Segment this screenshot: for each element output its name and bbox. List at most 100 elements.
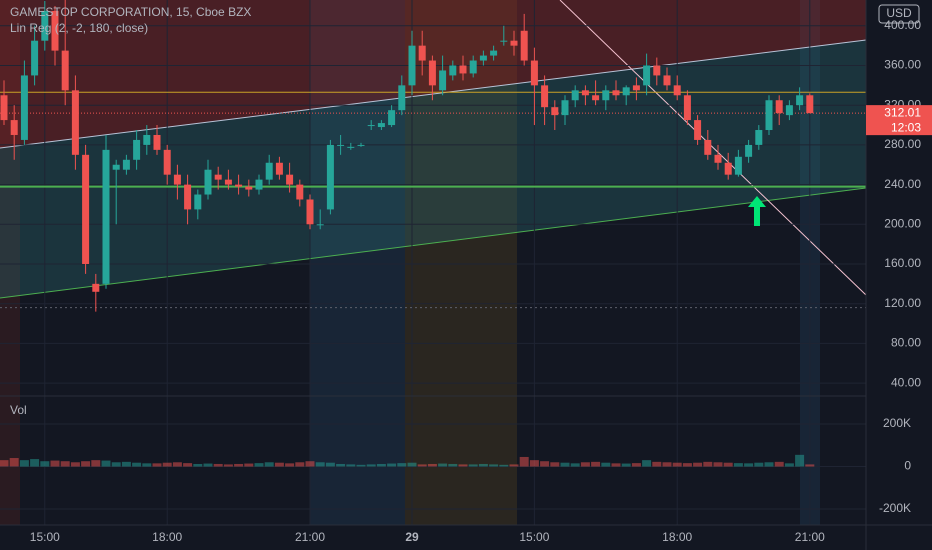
- volume-bar: [448, 463, 458, 467]
- volume-bar: [387, 463, 397, 467]
- volume-bar: [703, 461, 713, 467]
- candle-body: [388, 110, 396, 126]
- last-price-label: 312.01: [884, 105, 921, 119]
- y-tick-label: 120.00: [884, 296, 921, 310]
- volume-bar: [478, 463, 488, 467]
- volume-bar: [203, 463, 213, 467]
- candle-body: [398, 85, 406, 111]
- volume-bar: [458, 464, 468, 467]
- candle-body: [102, 149, 110, 284]
- candle-body: [122, 159, 130, 170]
- y-tick-label: 40.00: [891, 375, 921, 389]
- candle-body: [133, 139, 141, 160]
- volume-bar: [407, 462, 417, 467]
- volume-bar: [601, 462, 611, 467]
- candle-body: [367, 125, 375, 127]
- volume-bar: [621, 463, 631, 467]
- candle-body: [296, 184, 304, 200]
- volume-bar: [244, 463, 254, 467]
- volume-bar: [9, 458, 19, 467]
- volume-bar: [30, 459, 40, 467]
- candle-body: [245, 186, 253, 190]
- last-price-tag: [866, 105, 932, 136]
- volume-bar: [693, 462, 703, 467]
- volume-bar: [336, 463, 346, 467]
- volume-bar: [570, 463, 580, 467]
- candle-body: [520, 30, 528, 61]
- candle-body: [745, 144, 753, 157]
- candle-body: [510, 40, 518, 46]
- candle-body: [551, 107, 559, 116]
- candle-body: [112, 164, 120, 170]
- volume-bar: [784, 463, 794, 467]
- volume-bar: [152, 463, 162, 467]
- axes: 40.00 80.00 120.00 160.00 200.00 240.00 280.00…: [30, 18, 932, 544]
- volume-bar: [223, 464, 233, 467]
- x-tick-label: 21:00: [795, 530, 825, 544]
- volume-bar: [305, 461, 315, 467]
- candle-body: [184, 184, 192, 210]
- volume-bar: [682, 463, 692, 467]
- volume-bar: [356, 464, 366, 467]
- levels: [0, 91, 866, 309]
- volume-bar: [468, 464, 478, 467]
- volume-bar: [764, 462, 774, 467]
- candle-body: [643, 65, 651, 86]
- volume-bar: [774, 461, 784, 467]
- candle-body: [806, 95, 814, 114]
- candle-body: [204, 169, 212, 195]
- x-tick-label: 29: [405, 530, 419, 544]
- candle-body: [316, 224, 324, 226]
- candle-body: [490, 50, 498, 56]
- candle-body: [326, 144, 334, 210]
- volume-bar: [162, 462, 172, 467]
- volume-bar: [295, 462, 305, 467]
- candles: [0, 0, 815, 467]
- volume-bar: [672, 462, 682, 467]
- volume-bar: [560, 462, 570, 467]
- x-tick-label: 21:00: [295, 530, 325, 544]
- indicator-label: Lin Reg (2, -2, 180, close): [10, 21, 148, 35]
- candle-body: [571, 90, 579, 101]
- x-tick-label: 15:00: [519, 530, 549, 544]
- candle-body: [235, 184, 243, 187]
- volume-bar: [285, 463, 295, 467]
- volume-bar: [264, 462, 274, 467]
- x-tick-label: 18:00: [662, 530, 692, 544]
- volume-bar: [417, 464, 427, 467]
- volume-bar: [132, 462, 142, 467]
- candle-body: [153, 134, 161, 150]
- candle-body: [143, 134, 151, 145]
- volume-tick-label: 200K: [883, 416, 911, 430]
- countdown-label: 12:03: [891, 120, 921, 134]
- currency-box[interactable]: [878, 4, 920, 24]
- candle-body: [632, 85, 640, 91]
- volume-bar: [254, 463, 264, 467]
- y-tick-label: 360.00: [884, 58, 921, 72]
- y-tick-label: 240.00: [884, 177, 921, 191]
- volume-bar: [662, 462, 672, 467]
- candle-body: [428, 60, 436, 86]
- volume-bar: [40, 461, 50, 467]
- candle-body: [592, 95, 600, 101]
- candle-body: [31, 40, 39, 76]
- volume-bar: [366, 464, 376, 467]
- session-band: [310, 0, 405, 525]
- candle-body: [541, 85, 549, 108]
- volume-bar: [60, 461, 70, 467]
- candle-body: [194, 194, 202, 210]
- candle-body: [459, 65, 467, 74]
- session-band: [405, 0, 517, 525]
- candle-body: [796, 95, 804, 106]
- candle-body: [61, 50, 69, 91]
- volume-bar: [172, 462, 182, 467]
- volume-bar: [652, 461, 662, 467]
- candle-body: [41, 10, 49, 41]
- candle-body: [286, 174, 294, 185]
- candle-body: [704, 139, 712, 155]
- volume-bar: [101, 460, 111, 467]
- candle-body: [724, 162, 732, 175]
- y-tick-label: 200.00: [884, 216, 921, 230]
- volume-tick-label: -200K: [879, 501, 911, 515]
- currency[interactable]: USD: [886, 6, 912, 20]
